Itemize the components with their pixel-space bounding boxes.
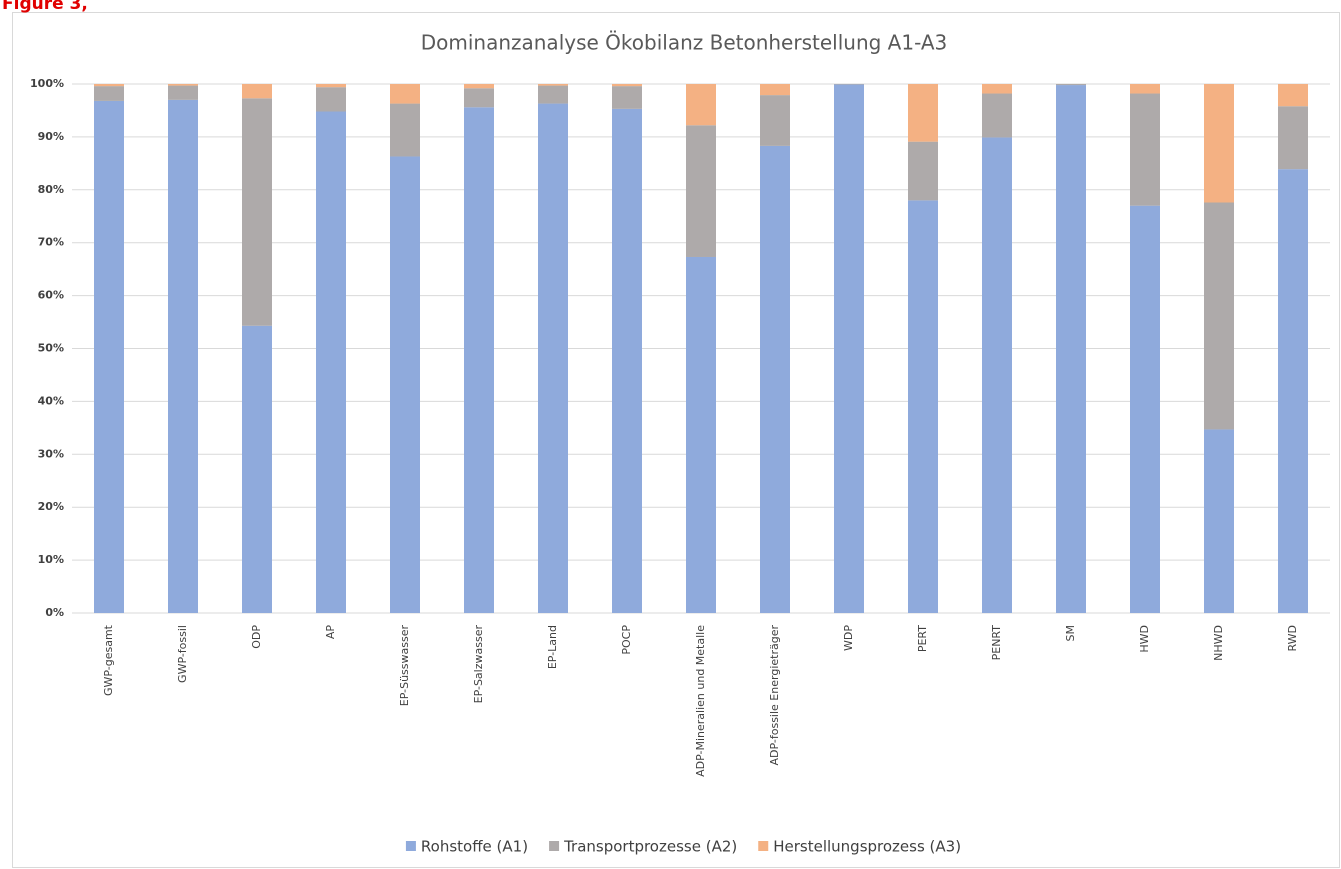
bar-segment — [242, 325, 272, 613]
bar-segment — [390, 84, 420, 104]
x-tick-label: EP-Salzwasser — [472, 625, 485, 704]
y-tick-label: 50% — [38, 342, 64, 355]
x-tick-label: ADP-Mineralien und Metalle — [694, 625, 707, 777]
y-tick-label: 70% — [38, 236, 64, 249]
bar-segment — [612, 84, 642, 87]
bar-segment — [1056, 85, 1086, 614]
bar-segment — [316, 111, 346, 614]
bar-segment — [1278, 169, 1308, 613]
bar-segment — [1204, 202, 1234, 430]
bar-segment — [464, 107, 494, 613]
bar-segment — [982, 93, 1012, 138]
bar-segment — [538, 85, 568, 104]
chart-title: Dominanzanalyse Ökobilanz Betonherstellu… — [421, 31, 948, 55]
bar-segment — [834, 84, 864, 614]
y-tick-label: 60% — [38, 289, 64, 302]
bar-segment — [760, 95, 790, 146]
x-tick-label: NHWD — [1212, 625, 1225, 661]
bar-segment — [464, 88, 494, 108]
legend-label: Transportprozesse (A2) — [563, 838, 737, 856]
x-tick-label: SM — [1064, 625, 1077, 641]
y-tick-label: 20% — [38, 500, 64, 513]
bar-segment — [982, 84, 1012, 94]
bar-segment — [168, 99, 198, 614]
bar-segment — [1130, 84, 1160, 94]
bar-segment — [834, 84, 864, 85]
x-tick-label: EP-Süsswasser — [398, 625, 411, 707]
bar-segment — [242, 84, 272, 99]
x-tick-label: WDP — [842, 625, 855, 651]
bar-segment — [1278, 84, 1308, 107]
x-tick-label: PERT — [916, 625, 929, 652]
bar-segment — [390, 156, 420, 613]
bar-segment — [1130, 205, 1160, 614]
x-tick-label: HWD — [1138, 625, 1151, 653]
bar-segment — [908, 141, 938, 201]
chart-frame — [12, 12, 1340, 868]
bar-segment — [168, 85, 198, 100]
bar-segment — [686, 125, 716, 257]
y-tick-label: 10% — [38, 553, 64, 566]
x-tick-label: RWD — [1286, 625, 1299, 652]
bar-segment — [686, 84, 716, 126]
y-tick-label: 40% — [38, 394, 64, 407]
bar-segment — [982, 137, 1012, 613]
legend-label: Herstellungsprozess (A3) — [773, 838, 961, 856]
bar-segment — [390, 103, 420, 157]
bar-segment — [242, 98, 272, 326]
bar-segment — [94, 84, 124, 87]
figure-caption: Figure 3, — [2, 0, 88, 14]
bar-segment — [760, 145, 790, 613]
x-tick-label: GWP-gesamt — [102, 624, 115, 696]
bar-segment — [94, 86, 124, 101]
x-tick-label: ODP — [250, 625, 263, 649]
x-tick-label: GWP-fossil — [176, 625, 189, 683]
x-tick-label: PENRT — [990, 625, 1003, 661]
bar-segment — [1056, 84, 1086, 86]
y-tick-label: 90% — [38, 130, 64, 143]
bar-segment — [908, 200, 938, 613]
bar-segment — [612, 86, 642, 109]
bar-segment — [1204, 429, 1234, 613]
x-tick-label: AP — [324, 625, 337, 640]
bar-segment — [538, 84, 568, 86]
bar-segment — [538, 103, 568, 613]
bar-segment — [316, 87, 346, 112]
bar-segment — [464, 84, 494, 89]
legend-swatch — [405, 841, 416, 851]
bar-segment — [908, 84, 938, 142]
bar-segment — [1130, 93, 1160, 206]
y-tick-label: 30% — [38, 447, 64, 460]
bar-segment — [686, 256, 716, 613]
x-tick-label: EP-Land — [546, 625, 559, 669]
bar-segment — [168, 84, 198, 86]
legend-swatch — [549, 841, 560, 851]
bar-segment — [316, 84, 346, 88]
bar-segment — [760, 84, 790, 96]
bar-segment — [612, 108, 642, 613]
y-tick-label: 0% — [45, 606, 64, 619]
bar-segment — [1278, 106, 1308, 170]
y-tick-label: 100% — [30, 77, 64, 90]
x-tick-label: POCP — [620, 625, 633, 655]
bar-segment — [94, 100, 124, 614]
legend-swatch — [758, 841, 769, 851]
bar-segment — [1204, 84, 1234, 203]
legend-label: Rohstoffe (A1) — [421, 838, 528, 856]
y-tick-label: 80% — [38, 183, 64, 196]
x-tick-label: ADP-fossile Energieträger — [768, 625, 781, 766]
